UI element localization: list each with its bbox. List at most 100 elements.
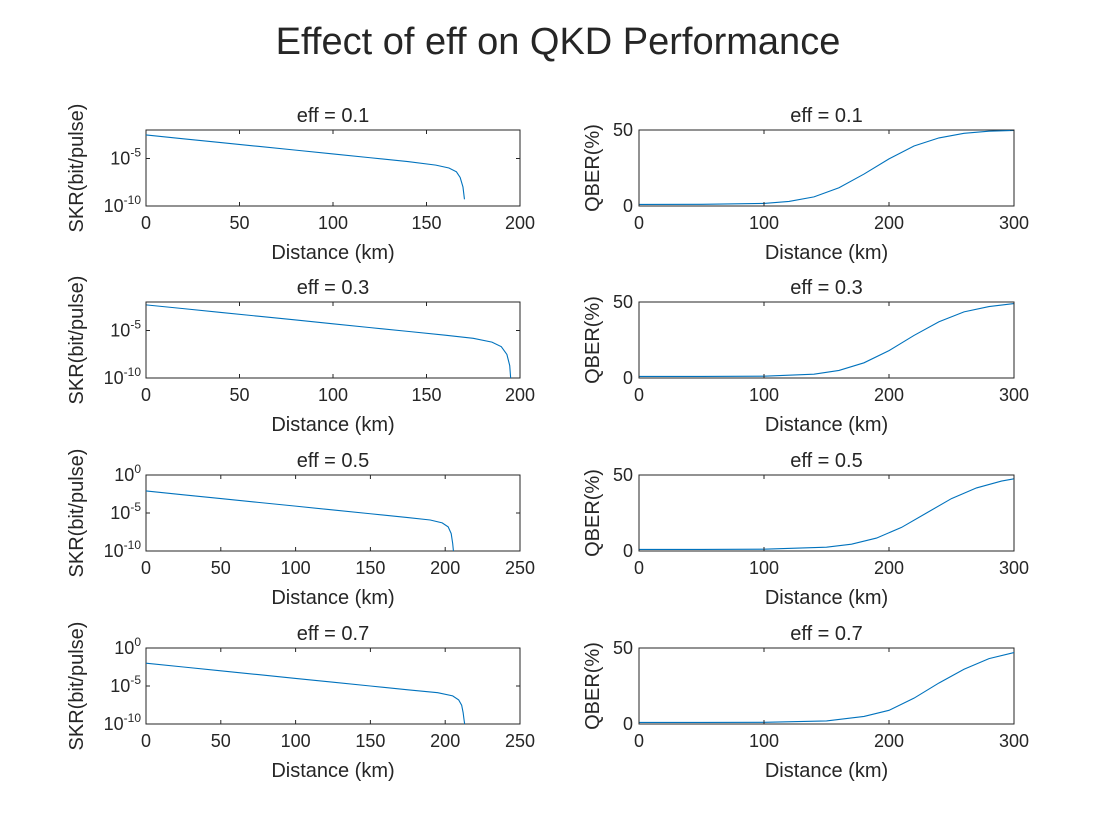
y-tick-label: 50 xyxy=(613,120,633,140)
x-tick-label: 300 xyxy=(999,385,1029,405)
x-tick-label: 100 xyxy=(749,213,779,233)
plot-area xyxy=(145,647,521,725)
x-tick-label: 250 xyxy=(505,558,535,578)
subplot-title: eff = 0.5 xyxy=(297,450,369,472)
y-tick-label: 50 xyxy=(613,465,633,485)
x-tick-label: 100 xyxy=(749,731,779,751)
x-tick-label: 150 xyxy=(411,385,441,405)
x-tick-label: 200 xyxy=(874,731,904,751)
y-tick-label: 10-5 xyxy=(110,318,141,341)
series-line-1 xyxy=(145,662,466,725)
y-tick-exponent: -10 xyxy=(124,193,142,207)
y-tick-exponent: -10 xyxy=(124,365,142,379)
subplot-title: eff = 0.1 xyxy=(790,105,862,127)
y-tick-label: 0 xyxy=(623,196,633,216)
series-line-1 xyxy=(639,652,1015,724)
x-tick-label: 300 xyxy=(999,213,1029,233)
figure-title: Effect of eff on QKD Performance xyxy=(276,21,841,63)
x-tick-label: 100 xyxy=(281,558,311,578)
x-tick-label: 200 xyxy=(505,213,535,233)
x-tick-label: 250 xyxy=(505,731,535,751)
x-axis-label: Distance (km) xyxy=(765,587,888,609)
subplot-title: eff = 0.3 xyxy=(790,277,862,299)
subplot-2-2: 0 100 200 300 0 50 eff = 0.3 Distance (km) QBER(… xyxy=(582,277,1029,436)
subplot-title: eff = 0.7 xyxy=(297,623,369,645)
y-axis-label: QBER(%) xyxy=(582,296,604,384)
x-tick-label: 0 xyxy=(141,213,151,233)
y-axis-label: QBER(%) xyxy=(582,124,604,212)
y-tick-label: 10-10 xyxy=(104,365,142,388)
x-axis-label: Distance (km) xyxy=(765,242,888,264)
subplot-title: eff = 0.1 xyxy=(297,105,369,127)
x-tick-label: 100 xyxy=(749,385,779,405)
y-tick-base: 10 xyxy=(114,638,134,658)
y-tick-label: 0 xyxy=(623,541,633,561)
x-axis-label: Distance (km) xyxy=(271,587,394,609)
x-tick-label: 100 xyxy=(749,558,779,578)
y-tick-base: 10 xyxy=(104,368,124,388)
y-tick-base: 10 xyxy=(110,503,130,523)
y-tick-exponent: 0 xyxy=(134,462,141,476)
series-line-1 xyxy=(145,304,512,379)
y-axis-label: SKR(bit/pulse) xyxy=(66,276,88,405)
x-tick-label: 0 xyxy=(141,558,151,578)
y-tick-base: 10 xyxy=(104,541,124,561)
x-axis-label: Distance (km) xyxy=(271,414,394,436)
subplot-3-2: 0 100 200 300 0 50 eff = 0.5 Distance (km) QBER(… xyxy=(582,450,1029,609)
y-tick-label: 100 xyxy=(114,462,141,485)
x-axis-label: Distance (km) xyxy=(271,760,394,782)
y-axis-label: SKR(bit/pulse) xyxy=(66,449,88,578)
y-tick-label: 0 xyxy=(623,368,633,388)
y-tick-exponent: -5 xyxy=(130,146,141,160)
y-tick-label: 10-5 xyxy=(110,500,141,523)
x-tick-label: 150 xyxy=(355,731,385,751)
x-tick-label: 300 xyxy=(999,558,1029,578)
x-tick-label: 300 xyxy=(999,731,1029,751)
x-tick-label: 200 xyxy=(430,731,460,751)
y-tick-label: 100 xyxy=(114,635,141,658)
x-tick-label: 200 xyxy=(874,558,904,578)
subplot-title: eff = 0.3 xyxy=(297,277,369,299)
x-tick-label: 0 xyxy=(634,731,644,751)
x-tick-label: 200 xyxy=(430,558,460,578)
x-tick-label: 0 xyxy=(141,731,151,751)
plot-area xyxy=(638,129,1015,207)
y-tick-label: 10-10 xyxy=(104,538,142,561)
subplot-title: eff = 0.5 xyxy=(790,450,862,472)
x-axis-label: Distance (km) xyxy=(765,760,888,782)
y-tick-label: 10-5 xyxy=(110,146,141,169)
x-tick-label: 200 xyxy=(874,385,904,405)
y-tick-exponent: -10 xyxy=(124,711,142,725)
series-line-1 xyxy=(639,478,1015,551)
x-tick-label: 200 xyxy=(505,385,535,405)
y-tick-label: 50 xyxy=(613,292,633,312)
y-axis-label: SKR(bit/pulse) xyxy=(66,104,88,233)
y-tick-exponent: -10 xyxy=(124,538,142,552)
x-tick-label: 0 xyxy=(634,213,644,233)
y-axis-label: QBER(%) xyxy=(582,469,604,557)
x-tick-label: 50 xyxy=(229,385,249,405)
y-tick-base: 10 xyxy=(110,321,130,341)
y-axis-label: QBER(%) xyxy=(582,642,604,730)
y-tick-label: 10-10 xyxy=(104,711,142,734)
y-tick-base: 10 xyxy=(110,149,130,169)
x-tick-label: 100 xyxy=(318,213,348,233)
plot-area xyxy=(145,129,521,207)
y-tick-exponent: 0 xyxy=(134,635,141,649)
x-tick-label: 150 xyxy=(355,558,385,578)
x-tick-label: 0 xyxy=(634,558,644,578)
x-tick-label: 0 xyxy=(634,385,644,405)
x-tick-label: 50 xyxy=(211,558,231,578)
plot-area xyxy=(145,474,521,552)
y-tick-base: 10 xyxy=(114,465,134,485)
y-tick-label: 10-5 xyxy=(110,673,141,696)
y-tick-base: 10 xyxy=(104,714,124,734)
y-axis-label: SKR(bit/pulse) xyxy=(66,622,88,751)
x-tick-label: 50 xyxy=(211,731,231,751)
y-tick-exponent: -5 xyxy=(130,318,141,332)
